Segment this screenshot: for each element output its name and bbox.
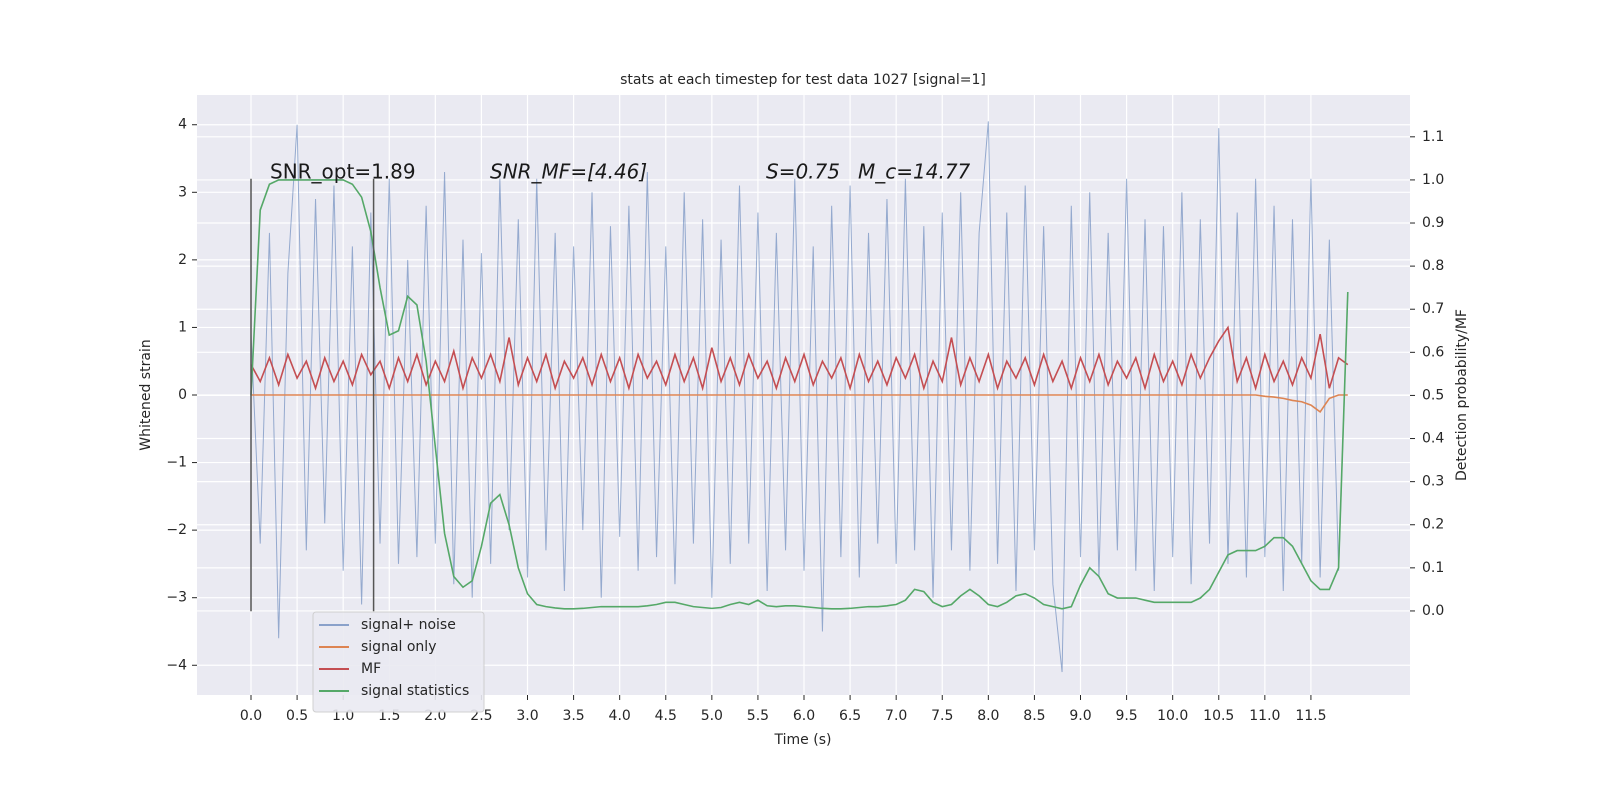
- annotation: S=0.75: [766, 160, 840, 184]
- y2-tick-label: 0.1: [1422, 560, 1444, 576]
- x-tick-label: 11.5: [1295, 708, 1326, 724]
- legend-label: signal only: [361, 639, 436, 655]
- x-tick-label: 9.5: [1115, 708, 1137, 724]
- y-tick-label: 0: [178, 387, 187, 403]
- series-line: [250, 325, 1349, 392]
- series-line: [251, 394, 1348, 414]
- y2-tick-label: 0.4: [1422, 431, 1444, 447]
- y2-tick-label: 0.9: [1422, 215, 1444, 231]
- x-axis-label: Time (s): [774, 732, 832, 748]
- chart-title: stats at each timestep for test data 102…: [620, 72, 986, 88]
- x-tick-label: 4.0: [609, 708, 631, 724]
- annotation: SNR_MF=[4.46]: [490, 160, 647, 184]
- annotation: SNR_opt=1.89: [270, 160, 416, 184]
- legend-label: signal statistics: [361, 683, 469, 699]
- y-tick-label: −1: [166, 455, 187, 471]
- series-line: [250, 179, 1349, 610]
- x-tick-label: 7.5: [931, 708, 953, 724]
- x-tick-label: 11.0: [1249, 708, 1280, 724]
- x-tick-label: 6.0: [793, 708, 815, 724]
- annotation: M_c=14.77: [858, 160, 971, 184]
- y2-tick-label: 0.7: [1422, 301, 1444, 317]
- x-tick-label: 3.0: [516, 708, 538, 724]
- legend-box: [312, 611, 485, 713]
- y-axis-label: Whitened strain: [138, 339, 154, 450]
- y-tick-label: 4: [178, 117, 187, 133]
- x-tick-label: 8.5: [1023, 708, 1045, 724]
- x-tick-label: 3.5: [562, 708, 584, 724]
- overlay: 0.0 0.5 1.0 1.5 2.0 2.5 3.0 3.5 4.0 4.5 5.0 5.5 6.0 6…: [166, 117, 1444, 724]
- y2-tick-label: 0.8: [1422, 258, 1444, 274]
- x-tick-label: 7.0: [885, 708, 907, 724]
- legend: signal+ noise signal only MF signal statist…: [312, 611, 485, 713]
- y2-axis-label: Detection probability/MF: [1454, 309, 1470, 481]
- x-tick-label: 10.0: [1157, 708, 1188, 724]
- x-tick-label: 5.5: [747, 708, 769, 724]
- marks: [250, 121, 1349, 673]
- y2-tick-label: 1.0: [1422, 172, 1444, 188]
- x-tick-label: 9.0: [1069, 708, 1091, 724]
- y-tick-label: −3: [166, 590, 187, 606]
- x-tick-label: 4.5: [655, 708, 677, 724]
- x-tick-label: 0.0: [240, 708, 262, 724]
- x-tick-label: 8.0: [977, 708, 999, 724]
- y2-tick-label: 0.5: [1422, 387, 1444, 403]
- y2-tick-label: 1.1: [1422, 129, 1444, 145]
- y2-tick-label: 0.0: [1422, 603, 1444, 619]
- y2-tick-label: 0.6: [1422, 344, 1444, 360]
- series-line: [250, 121, 1349, 673]
- x-tick-label: 0.5: [286, 708, 308, 724]
- y-tick-label: −2: [166, 522, 187, 538]
- x-tick-label: 6.5: [839, 708, 861, 724]
- y-tick-label: −4: [166, 657, 187, 673]
- x-tick-label: 10.5: [1203, 708, 1234, 724]
- y-tick-label: 3: [178, 184, 187, 200]
- y-tick-label: 2: [178, 252, 187, 268]
- legend-label: signal+ noise: [361, 617, 456, 633]
- y-tick-label: 1: [178, 319, 187, 335]
- y2-tick-label: 0.2: [1422, 517, 1444, 533]
- legend-label: MF: [361, 661, 381, 677]
- y2-tick-label: 0.3: [1422, 474, 1444, 490]
- x-tick-label: 5.0: [701, 708, 723, 724]
